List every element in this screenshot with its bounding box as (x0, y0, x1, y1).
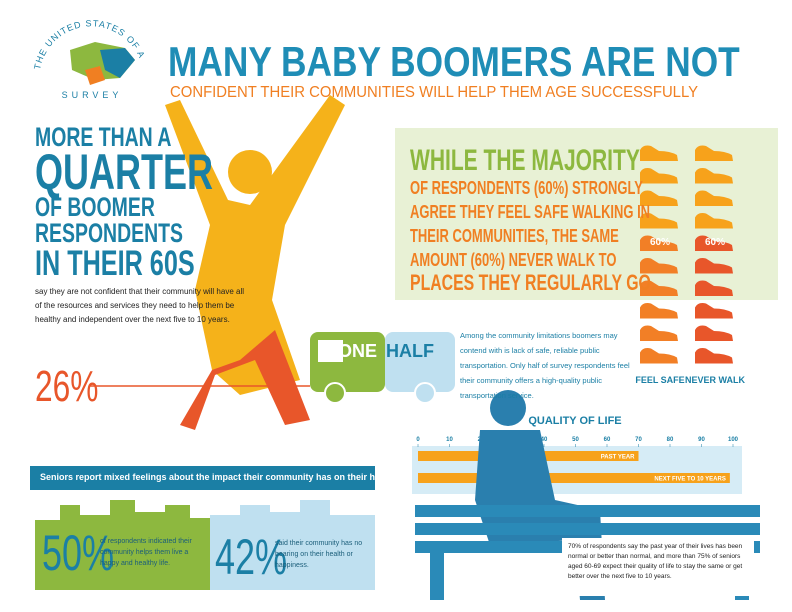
value-label: 60% (650, 237, 670, 248)
quarter-stat: 26% (35, 362, 99, 411)
skyline-blue (210, 500, 375, 590)
health-banner (30, 466, 375, 490)
walking-line: AMOUNT (60%) NEVER WALK TO (410, 250, 617, 270)
man-head (490, 390, 526, 426)
shoe-icon (640, 213, 678, 229)
x-tick-label: 10 (446, 437, 453, 443)
quarter-line: QUARTER (35, 144, 213, 200)
category-label: NEVER WALK (685, 375, 746, 385)
figure-body (165, 95, 345, 395)
walking-line: PLACES THEY REGULARLY GO. (410, 270, 656, 295)
bus-back (385, 332, 455, 392)
subtitle: CONFIDENT THEIR COMMUNITIES WILL HELP TH… (170, 84, 699, 101)
shoe-icon (640, 280, 678, 296)
bench-leg (430, 553, 444, 600)
figure-legs (180, 330, 310, 430)
x-tick-label: 100 (728, 437, 739, 443)
shoe-icon (695, 190, 733, 206)
x-tick-label: 50 (572, 437, 579, 443)
bus-word: ONE (338, 341, 377, 361)
title: MANY BABY BOOMERS ARE NOT (168, 38, 740, 85)
bar-label: PAST YEAR (601, 455, 635, 461)
quarter-line: RESPONDENTS (35, 218, 183, 248)
shoe-icon (640, 348, 678, 364)
chart-title: QUALITY OF LIFE (528, 415, 621, 427)
health-text: said their community has no bearing on t… (275, 540, 363, 569)
quarter-line: OF BOOMER (35, 192, 155, 222)
logo-survey: SURVEY (62, 90, 123, 100)
shoe-icon (695, 258, 733, 274)
logo-map-east (100, 48, 135, 78)
x-tick-label: 40 (541, 437, 548, 443)
bus-word: HALF (386, 341, 434, 361)
shoe-icon (640, 303, 678, 319)
quality-note: 70% of respondents say the past year of … (568, 543, 743, 580)
shoe-icon (695, 213, 733, 229)
bus-wheel (324, 382, 346, 404)
x-tick-label: 80 (667, 437, 674, 443)
walking-line: AGREE THEY FEEL SAFE WALKING IN (410, 202, 651, 222)
quarter-body: say they are not confident that their co… (35, 287, 244, 324)
shoe-icon (640, 168, 678, 184)
shoe-icon (695, 235, 733, 251)
shoe-icon (640, 258, 678, 274)
transit-body: Among the community limitations boomers … (460, 331, 630, 400)
shoe-icon (640, 190, 678, 206)
logo-map-south (85, 66, 105, 85)
quarter-line: MORE THAN A (35, 122, 172, 152)
walking-line: OF RESPONDENTS (60%) STRONGLY (410, 178, 643, 198)
skyline-green (35, 500, 210, 590)
bar (418, 473, 730, 483)
note-panel (562, 538, 754, 596)
bus-window (318, 340, 343, 362)
bus-wheel (414, 382, 436, 404)
quarter-line: IN THEIR 60S (35, 244, 195, 283)
x-tick-label: 60 (604, 437, 611, 443)
shoe-group (640, 145, 678, 364)
value-label: 60% (705, 237, 725, 248)
shoe-icon (695, 145, 733, 161)
x-tick-label: 70 (635, 437, 642, 443)
shoe-icon (640, 325, 678, 341)
health-text: of respondents indicated their community… (100, 538, 192, 567)
bar-label: NEXT FIVE TO 10 YEARS (654, 477, 725, 483)
health-stat: 42% (215, 529, 288, 585)
health-banner-text: Seniors report mixed feelings about the … (40, 472, 399, 482)
bench-slat (415, 523, 760, 535)
shoe-icon (695, 280, 733, 296)
walking-line: THEIR COMMUNITIES, THE SAME (410, 226, 619, 246)
shoe-icon (695, 325, 733, 341)
category-label: FEEL SAFE (635, 375, 684, 385)
health-stat: 50% (42, 525, 115, 581)
bench-slat (415, 505, 760, 517)
x-tick-label: 0 (416, 437, 420, 443)
walking-line: WHILE THE MAJORITY (410, 144, 640, 177)
shoe-group (695, 145, 733, 364)
shoe-icon (695, 303, 733, 319)
x-tick-label: 90 (698, 437, 705, 443)
shoe-icon (640, 145, 678, 161)
figure-head (228, 150, 272, 194)
shoe-icon (695, 168, 733, 184)
shoe-icon (640, 235, 678, 251)
shoe-icon (695, 348, 733, 364)
